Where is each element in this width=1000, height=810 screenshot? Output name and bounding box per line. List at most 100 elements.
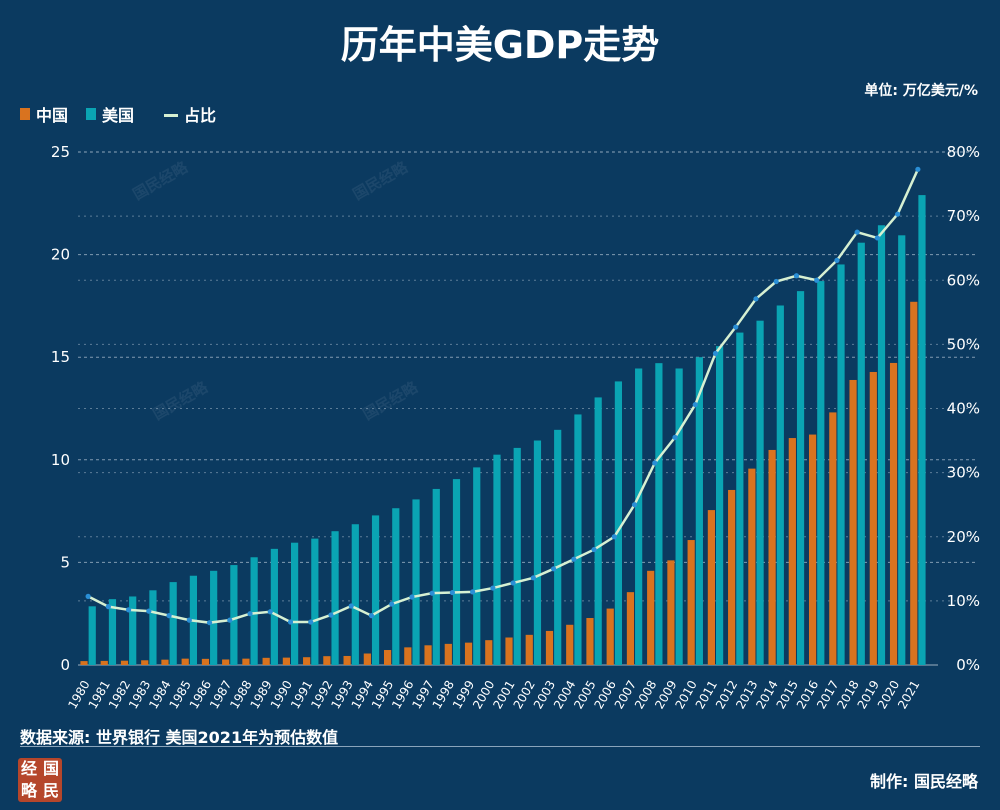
bar-china [343,655,351,665]
ratio-point [186,617,192,623]
ratio-point [470,589,476,595]
ratio-point [429,590,435,596]
bar-usa [331,531,339,665]
ratio-point [814,277,820,283]
legend-label-china: 中国 [36,106,69,125]
legend-item-ratio: 占比 [164,102,216,126]
logo-char: 略 [20,781,37,800]
y-right-tick-label: 30% [947,464,980,482]
ratio-point [793,273,800,279]
bar-china [728,489,736,665]
bar-china [282,657,290,665]
bar-usa [270,548,278,665]
ratio-point [449,589,456,596]
ratio-point [490,585,496,591]
bar-usa [149,590,157,665]
ratio-point [368,613,375,619]
bar-usa [452,479,461,665]
bar-china [545,630,554,665]
bar-china [687,540,695,665]
ratio-point [247,611,253,617]
bar-usa [473,467,481,665]
ratio-point [611,534,617,540]
bar-china [100,660,108,665]
legend-label-usa: 美国 [102,106,135,125]
bar-usa [857,242,865,665]
ratio-point [631,502,638,508]
y-left-tick-label: 10 [51,451,70,469]
bar-usa [432,488,440,665]
bar-china [323,656,331,665]
bar-china [849,379,857,665]
ratio-point [874,235,881,241]
bar-china [626,592,635,665]
bar-usa [614,381,623,665]
bar-china [464,642,473,665]
unit-label: 单位: 万亿美元/% [864,83,978,99]
bar-china [505,637,513,665]
bar-usa [574,414,582,665]
y-left-tick-label: 0 [60,656,70,674]
bar-china [707,510,715,665]
bar-china [444,643,452,665]
ratio-point [530,575,536,581]
ratio-point [712,350,719,356]
bar-china [262,657,270,665]
bar-usa [513,447,521,665]
bar-usa [412,499,420,665]
bar-china [606,608,614,665]
bar-china [161,659,169,665]
ratio-point [146,608,152,614]
bar-usa [756,320,764,665]
y-right-tick-label: 40% [947,400,980,418]
bar-china [424,645,432,665]
ratio-point [915,166,921,172]
y-right-tick-label: 70% [947,207,980,225]
bar-usa [210,570,218,665]
bar-china [222,659,230,665]
bar-china [120,660,129,665]
ratio-point [348,603,354,609]
bar-usa [311,538,319,665]
bar-china [748,468,756,665]
y-right-tick-label: 60% [947,271,980,289]
bar-usa [108,599,117,665]
legend-swatch-usa [86,108,97,120]
legend-swatch-china [20,108,30,120]
bar-usa [371,515,380,665]
ratio-point [389,601,395,607]
bar-china [768,449,776,665]
ratio-point [85,593,91,599]
y-right-tick-label: 20% [947,528,980,546]
logo-char: 经 [20,759,37,778]
bar-usa [898,235,906,665]
bar-usa [776,305,784,665]
bar-usa [716,346,724,665]
bar-china [788,438,796,665]
bar-usa [675,368,683,665]
bar-china [303,657,311,665]
legend-swatch-ratio [164,113,179,117]
bar-usa [736,332,744,665]
y-right-tick-label: 80% [947,143,980,161]
ratio-line [87,168,920,624]
bar-china [525,634,533,665]
bar-china [667,560,675,665]
bar-usa [554,429,562,665]
maker-credit: 制作: 国民经略 [870,772,978,791]
ratio-point [308,619,314,625]
bar-china [586,618,594,665]
ratio-point [206,620,213,626]
y-left-tick-label: 5 [60,553,70,571]
ratio-point [672,434,678,440]
bar-china [181,658,189,665]
y-right-tick-label: 0% [956,656,980,674]
bar-usa [655,363,663,665]
ratio-point [550,566,557,572]
bar-china [869,371,877,665]
bar-usa [635,368,643,665]
bar-usa [169,582,177,665]
ratio-point [105,604,111,610]
ratio-point [166,613,172,619]
bar-china [141,660,149,665]
